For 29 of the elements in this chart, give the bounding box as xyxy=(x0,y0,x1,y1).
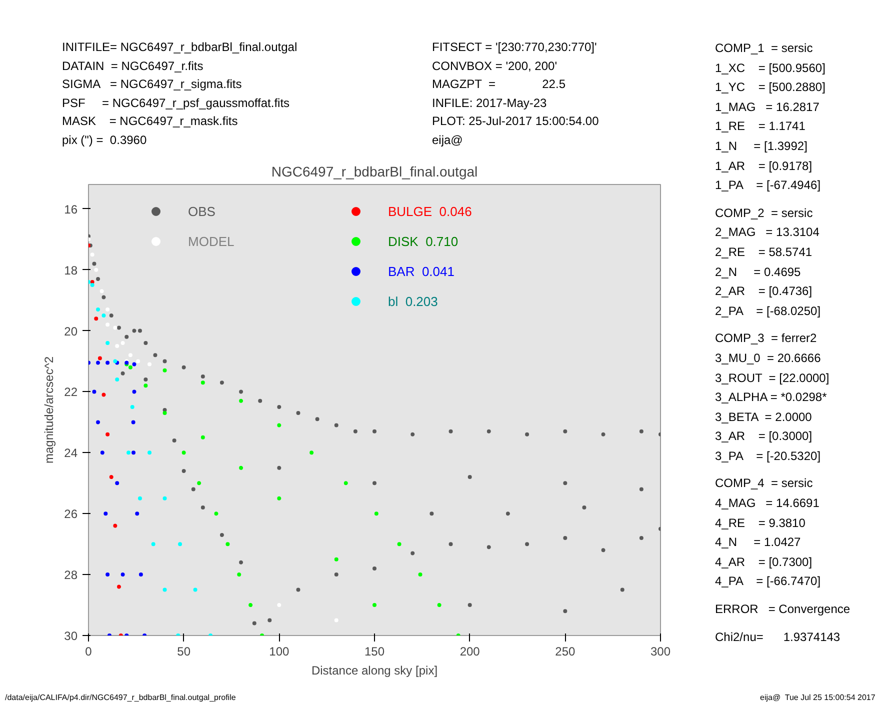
y-tick-label: 24 xyxy=(64,446,78,460)
text: /data/eija/CALIFA/p4.dir/NGC6497_r_bdbarBl_final.outgal_profile xyxy=(5,692,236,704)
text: FITSECT = '[230:770,230:770]' CONVBOX = '200, 200' MAGZPT = 22.5 INFILE: 2017-May-23 PLOT: 25-Jul-2017 15:00:54.00 eija@ xyxy=(432,39,599,148)
x-tick-label: 50 xyxy=(177,644,191,658)
y-tick-label: 22 xyxy=(64,385,78,400)
y-tick-label: 26 xyxy=(64,507,78,522)
x-axis-title: Distance along sky [pix] xyxy=(311,664,438,678)
y-tick-label: 20 xyxy=(64,324,78,338)
x-tick-label: 200 xyxy=(460,644,480,658)
legend-label: bl 0.203 xyxy=(388,294,438,308)
y-tick-label: 16 xyxy=(64,202,78,216)
x-tick-label: 250 xyxy=(555,644,576,658)
legend-label: BAR 0.041 xyxy=(388,264,454,278)
text: INITFILE= NGC6497_r_bdbarBl_final.outgal DATAIN = NGC6497_r.fits SIGMA = NGC6497_r_sigma.fits PSF = NGC6497_r_psf_gaussmoffat.fits MASK = NGC6497_r_mask.fits pix (") = 0.3960 xyxy=(62,39,298,148)
text: COMP_1 = sersic 1_XC = [500.9560] 1_YC = [500.2880] 1_MAG = 16.2817 1_RE = 1.1741 1_N = [1.3992] 1_AR = [0.9178] 1_PA = [-67.4946] COMP_2 = sersic 2_MAG = 13.3104 2_RE = 58.5741 2_N = 0.4695 2_AR = [0.4736] 2_PA = [-68.0250] COMP_3 = ferrer2 3_MU_0 = 20.6666 3_ROUT = [22.0000] 3_ALPHA = *0.0298* 3_BETA = 2.0000 3_AR = [0.3000] 3_PA = [-20.5320] COMP_4 = sersic 4_MAG = 14.6691 4_RE = 9.3810 4_N = 1.0427 4_AR = [0.7300] 4_PA = [-66.7470] ERROR = Convergence Chi2/nu= 1.9374143 xyxy=(715,41,850,644)
x-tick-label: 300 xyxy=(650,644,671,658)
chart-title: NGC6497_r_bdbarBl_final.outgal xyxy=(271,164,478,180)
legend-label: MODEL xyxy=(188,234,234,248)
x-tick-label: 100 xyxy=(269,644,290,658)
x-tick-label: 0 xyxy=(85,644,92,658)
y-axis-title: magnitude/arcsec^2 xyxy=(42,356,56,464)
legend-label: BULGE 0.046 xyxy=(388,204,472,218)
text: eija@ Tue Jul 25 15:00:54 2017 xyxy=(760,692,876,704)
legend-label: OBS xyxy=(188,204,216,218)
legend-label: DISK 0.710 xyxy=(388,234,458,248)
y-tick-label: 18 xyxy=(64,263,78,278)
y-tick-label: 30 xyxy=(64,629,78,643)
x-tick-label: 150 xyxy=(364,644,385,658)
y-tick-label: 28 xyxy=(64,568,78,582)
